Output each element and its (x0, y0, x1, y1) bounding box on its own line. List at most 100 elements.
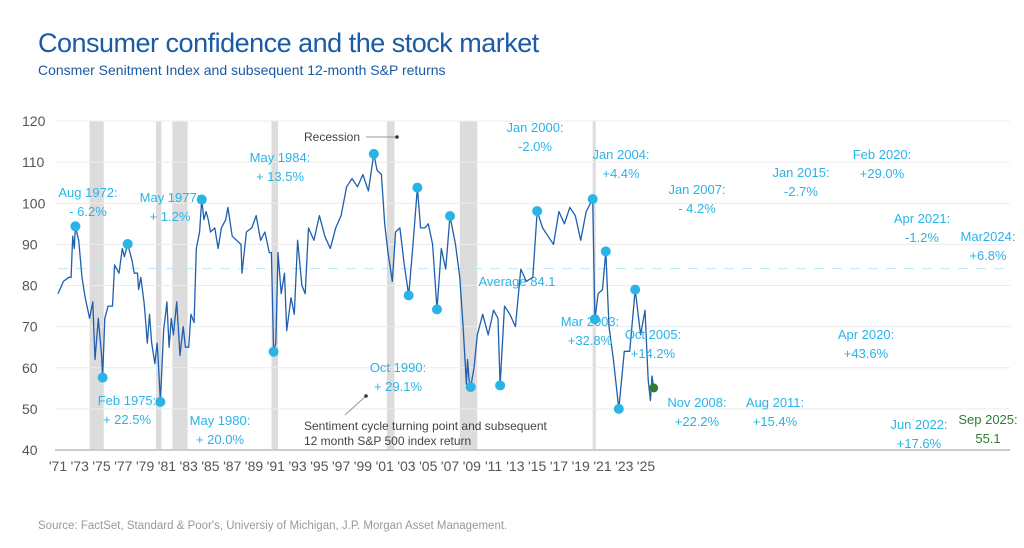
annotation-label: -1.2% (905, 230, 939, 245)
annotation-label: Jan 2007: (668, 182, 725, 197)
turning-point-dot (431, 304, 442, 315)
y-tick-label: 70 (22, 319, 38, 335)
x-tick-label: '81 (158, 458, 176, 474)
annotation-label: Oct 1990: (370, 360, 426, 375)
turning-point-dot (196, 194, 207, 205)
turning-point-dot (532, 206, 543, 217)
annotation-label: Feb 2020: (853, 147, 912, 162)
annotation-label: +17.6% (897, 436, 942, 451)
average-label: Average 84.1 (478, 274, 555, 289)
x-tick-label: '83 (180, 458, 198, 474)
x-tick-label: '73 (71, 458, 89, 474)
turning-point-dot (155, 396, 166, 407)
annotation-label: Feb 1975: (98, 393, 157, 408)
annotation-label: -2.7% (784, 184, 818, 199)
x-tick-label: '75 (92, 458, 110, 474)
turning-point-dot (122, 238, 133, 249)
y-tick-label: 100 (22, 195, 46, 211)
source-note: Source: FactSet, Standard & Poor's, Univ… (38, 520, 508, 532)
annotation-label: Mar2024: (961, 229, 1016, 244)
annotation-label: May 1980: (190, 413, 251, 428)
x-tick-label: '95 (310, 458, 328, 474)
x-tick-label: '97 (332, 458, 350, 474)
annotation-label: +14.2% (631, 346, 676, 361)
annotation-label: Jan 2004: (592, 147, 649, 162)
turning-point-dot (403, 290, 414, 301)
turning-point-dot (97, 372, 108, 383)
turning-point-dot (368, 148, 379, 159)
turning-point-dot (613, 403, 624, 414)
x-tick-label: '23 (615, 458, 633, 474)
y-tick-label: 90 (22, 236, 38, 252)
x-tick-label: '05 (419, 458, 437, 474)
annotation-label: +4.4% (602, 166, 640, 181)
x-tick-label: '85 (201, 458, 219, 474)
turning-point-dot (630, 284, 641, 295)
y-tick-label: 50 (22, 401, 38, 417)
x-tick-label: '99 (354, 458, 372, 474)
annotation-label: Apr 2021: (894, 211, 950, 226)
annotation-label: Sep 2025: (958, 412, 1017, 427)
x-tick-label: '91 (267, 458, 285, 474)
x-tick-label: '13 (506, 458, 524, 474)
latest-point-dot (649, 383, 659, 393)
turning-point-dot (445, 210, 456, 221)
annotation-label: + 20.0% (196, 432, 245, 447)
x-tick-label: '71 (49, 458, 67, 474)
x-tick-label: '11 (485, 458, 502, 474)
annotation-label: + 22.5% (103, 412, 152, 427)
x-tick-label: '09 (463, 458, 481, 474)
annotation-label: Aug 1972: (58, 185, 117, 200)
note-leader-dot (364, 394, 368, 398)
turning-point-dot (589, 314, 600, 325)
note-text: Sentiment cycle turning point and subseq… (304, 419, 547, 433)
annotation-label: +15.4% (753, 414, 798, 429)
turning-point-dot (268, 346, 279, 357)
recession-legend-label: Recession (304, 130, 360, 144)
annotation-label: -2.0% (518, 139, 552, 154)
annotation-label: Jun 2022: (890, 417, 947, 432)
turning-point-dot (412, 182, 423, 193)
x-tick-label: '25 (637, 458, 655, 474)
annotation-label: +6.8% (969, 248, 1007, 263)
annotation-label: Apr 2020: (838, 327, 894, 342)
annotation-label: 55.1 (975, 431, 1000, 446)
annotation-label: - 6.2% (69, 204, 107, 219)
annotation-label: Mar 2003: (561, 314, 620, 329)
y-tick-label: 120 (22, 113, 46, 129)
annotation-label: Aug 2011: (746, 395, 804, 410)
x-tick-label: '21 (593, 458, 611, 474)
sentiment-line (57, 153, 655, 410)
note-text: 12 month S&P 500 index return (304, 434, 471, 448)
chart-subtitle: Consmer Senitment Index and subsequent 1… (38, 62, 446, 78)
turning-point-dot (70, 221, 81, 232)
recession-leader-dot (395, 135, 399, 139)
x-tick-label: '15 (528, 458, 546, 474)
annotation-label: Jan 2015: (772, 165, 829, 180)
x-tick-label: '07 (441, 458, 459, 474)
annotation-label: +29.0% (860, 166, 905, 181)
x-tick-label: '77 (114, 458, 132, 474)
x-tick-label: '19 (572, 458, 590, 474)
turning-point-dot (600, 246, 611, 257)
x-tick-label: '89 (245, 458, 263, 474)
turning-point-dot (465, 382, 476, 393)
note-leader-line (344, 395, 367, 416)
y-tick-label: 40 (22, 442, 38, 458)
x-tick-label: '17 (550, 458, 568, 474)
annotation-label: Jan 2000: (506, 120, 563, 135)
annotation-label: + 13.5% (256, 169, 305, 184)
annotation-label: - 4.2% (678, 201, 716, 216)
annotation-label: May 1977: (140, 190, 201, 205)
y-tick-label: 80 (22, 278, 38, 294)
annotation-label: +22.2% (675, 414, 720, 429)
x-tick-label: '93 (288, 458, 306, 474)
turning-point-dot (495, 380, 506, 391)
annotation-label: May 1984: (250, 150, 311, 165)
y-tick-label: 110 (22, 154, 45, 170)
annotation-label: +43.6% (844, 346, 889, 361)
turning-point-dot (587, 194, 598, 205)
annotation-label: + 1.2% (150, 209, 191, 224)
annotation-label: Oct 2005: (625, 327, 681, 342)
